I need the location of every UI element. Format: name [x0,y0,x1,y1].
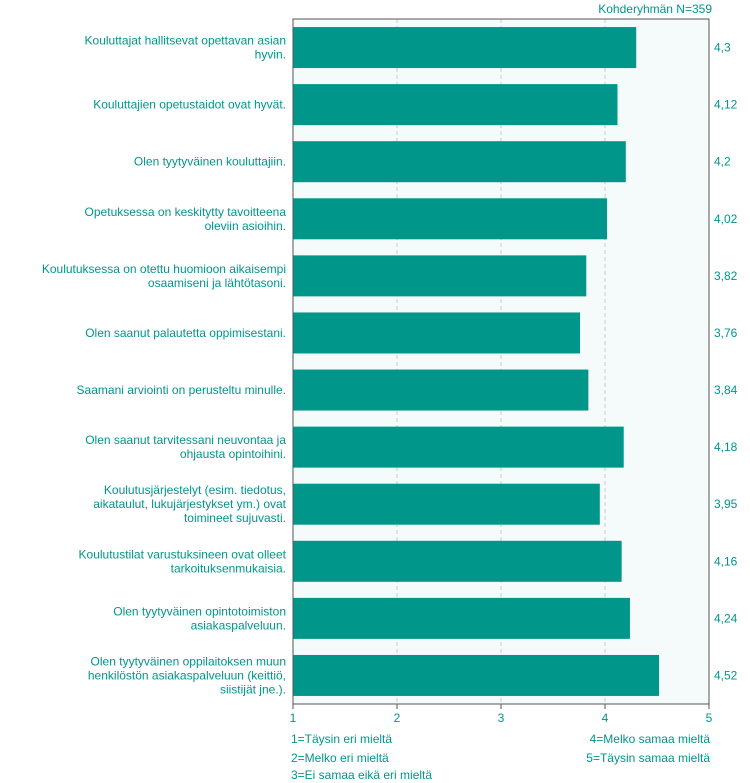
bar [293,540,622,582]
legend-item-3: 3=Ei samaa eikä eri mieltä [291,768,433,782]
bar [293,369,589,411]
category-label: Saamani arviointi on perusteltu minulle. [77,383,286,397]
category-label: Olen saanut palautetta oppimisestani. [85,326,286,340]
value-label: 4,2 [714,155,731,169]
category-label: oleviin asioihin. [205,219,286,233]
category-label: Olen tyytyväinen opintotoimiston [113,604,286,618]
category-label: Koulutuksessa on otettu huomioon aikaise… [42,262,286,276]
category-label: Olen saanut tarvitessani neuvontaa ja [85,433,286,447]
x-tick-label: 1 [290,711,297,725]
bar [293,483,600,525]
category-label: hyvin. [255,48,286,62]
category-label: henkilöstön asiakaspalveluun (keittiö, [88,668,286,682]
value-label: 4,16 [714,554,738,568]
x-tick-label: 2 [394,711,401,725]
bar [293,141,626,183]
value-label: 4,18 [714,440,738,454]
value-label: 3,76 [714,326,738,340]
category-label: siistijät jne.). [220,682,286,696]
bar [293,27,637,69]
bar [293,597,630,639]
x-tick-label: 5 [706,711,713,725]
value-label: 3,95 [714,497,738,511]
category-label: Koulutusjärjestelyt (esim. tiedotus, [104,483,286,497]
category-label: osaamiseni ja lähtötasoni. [148,276,286,290]
value-label: 4,12 [714,98,738,112]
category-label: Olen tyytyväinen kouluttajiin. [134,155,286,169]
bar [293,84,618,126]
value-label: 3,82 [714,269,738,283]
bar [293,312,581,354]
category-label: Kouluttajat hallitsevat opettavan asian [85,34,286,48]
legend-item-4: 4=Melko samaa mieltä [589,732,710,746]
category-label: aikataulut, lukujärjestykset ym.) ovat [93,497,286,511]
bar [293,654,660,696]
category-label: Olen tyytyväinen oppilaitoksen muun [91,654,286,668]
value-label: 4,24 [714,611,738,625]
value-label: 4,02 [714,212,738,226]
category-label: toimineet sujuvasti. [184,511,286,525]
value-label: 4,3 [714,41,731,55]
category-label: tarkoituksenmukaisia. [171,561,286,575]
category-label: ohjausta opintoihini. [180,447,286,461]
target-group-note: Kohderyhmän N=359 [598,2,712,16]
bar [293,198,608,240]
legend-item-1: 1=Täysin eri mieltä [291,732,393,746]
value-label: 3,84 [714,383,738,397]
bar [293,426,624,468]
category-label: Koulutustilat varustuksineen ovat olleet [79,547,287,561]
legend-item-5: 5=Täysin samaa mieltä [586,751,710,765]
bar [293,255,587,297]
category-label: Opetuksessa on keskitytty tavoitteena [85,205,287,219]
category-label: Kouluttajien opetustaidot ovat hyvät. [93,98,286,112]
legend-item-2: 2=Melko eri mieltä [291,751,389,765]
x-tick-label: 4 [602,711,609,725]
value-label: 4,52 [714,668,738,682]
category-label: asiakaspalveluun. [191,618,286,632]
x-tick-label: 3 [498,711,505,725]
